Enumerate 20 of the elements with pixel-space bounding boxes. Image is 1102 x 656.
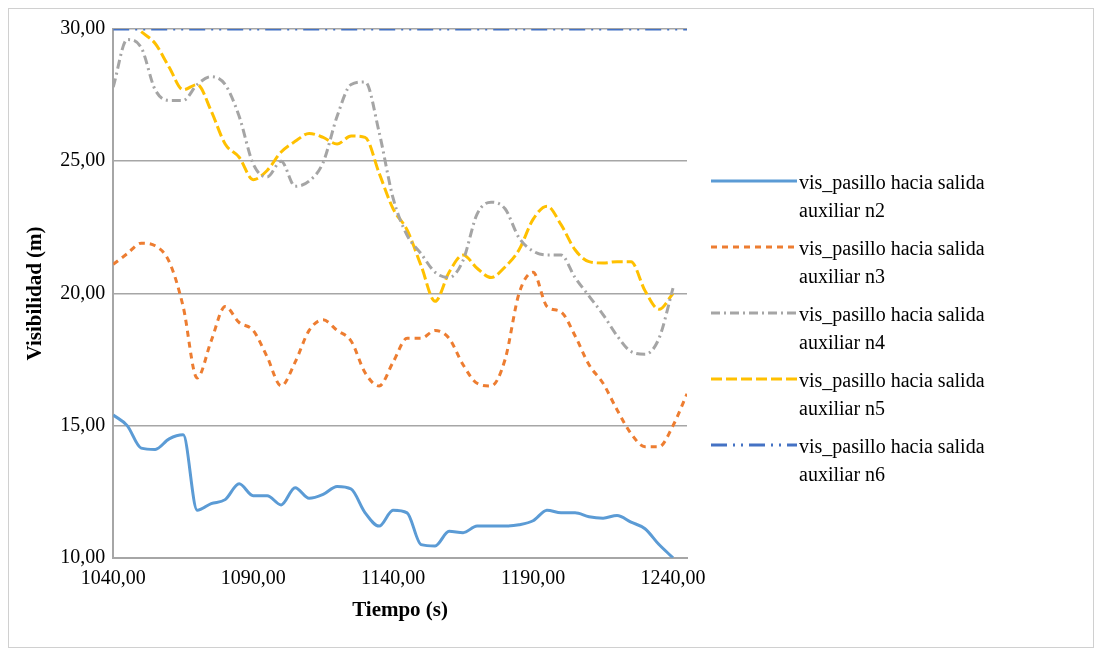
legend-label: vis_pasillo hacia salida auxiliar n5 [799,368,986,421]
x-tick-label: 1040,00 [80,566,146,589]
x-axis-title: Tiempo (s) [352,596,449,621]
line-series [113,241,688,449]
y-tick-label: 25,00 [60,148,106,171]
line-series [113,413,675,558]
y-tick-label: 10,00 [60,545,106,568]
y-tick-label: 15,00 [60,412,106,435]
x-tick-label: 1090,00 [220,566,286,589]
x-tick-label: 1190,00 [500,566,566,589]
legend-label: vis_pasillo hacia salida auxiliar n4 [799,302,986,355]
y-tick-label: 20,00 [60,280,106,303]
x-tick-label: 1140,00 [360,566,426,589]
y-tick-label: 30,00 [60,16,106,39]
y-axis-title: Visibilidad (m) [22,226,47,361]
legend-label: vis_pasillo hacia salida auxiliar n3 [799,236,986,289]
legend-label: vis_pasillo hacia salida auxiliar n2 [799,170,986,223]
legend-label: vis_pasillo hacia salida auxiliar n6 [799,434,986,487]
line-series [139,30,675,311]
x-tick-label: 1240,00 [640,566,706,589]
